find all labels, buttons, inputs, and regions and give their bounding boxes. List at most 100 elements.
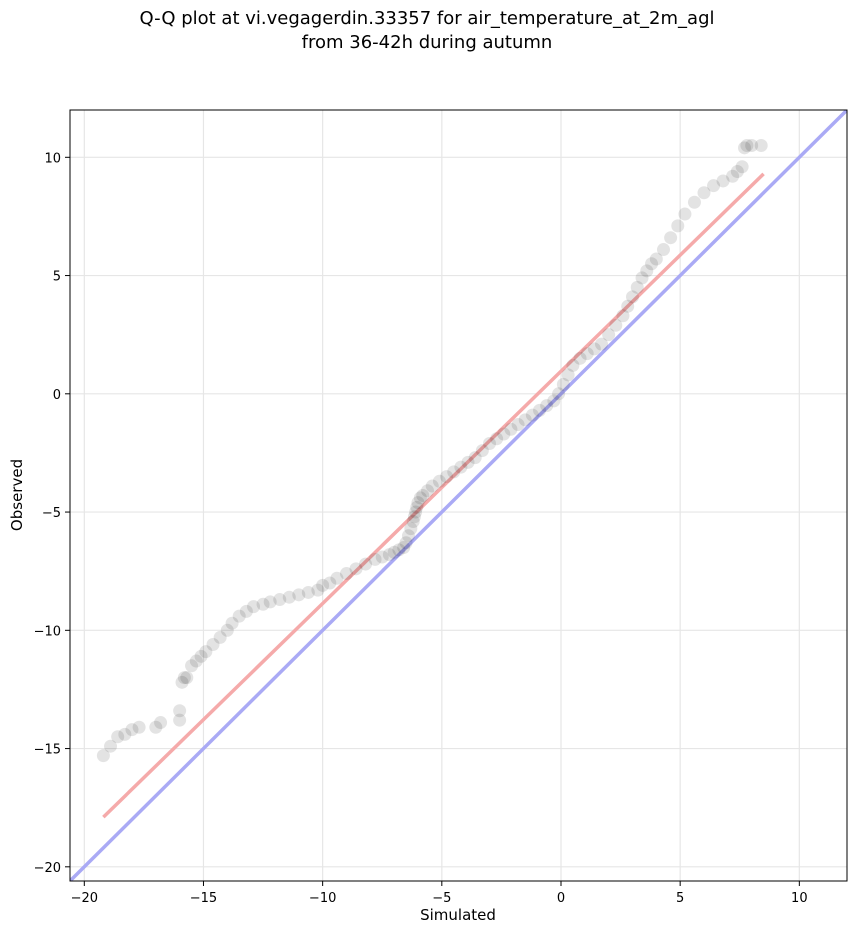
qq-point: [561, 368, 575, 382]
qq-point: [547, 394, 561, 408]
qq-point: [656, 243, 670, 257]
qq-point: [625, 290, 639, 304]
qq-point: [410, 500, 424, 514]
qq-point: [587, 342, 601, 356]
qq-point: [125, 723, 139, 737]
qq-point: [730, 164, 744, 178]
qq-point: [349, 562, 363, 576]
qq-point: [754, 138, 768, 152]
qq-point: [735, 160, 749, 174]
qq-point: [621, 299, 635, 313]
x-tick-label: 0: [557, 891, 565, 906]
qq-point: [111, 730, 125, 744]
grid: [70, 110, 847, 881]
qq-point: [104, 739, 118, 753]
qq-point: [540, 399, 554, 413]
y-axis-label: Observed: [8, 459, 26, 531]
qq-point: [392, 543, 406, 557]
qq-point: [409, 505, 423, 519]
x-tick-label: 5: [676, 891, 684, 906]
qq-point: [263, 595, 277, 609]
qq-point: [96, 749, 110, 763]
qq-point: [518, 413, 532, 427]
x-tick-label: −5: [432, 891, 451, 906]
y-tick-label: −20: [34, 861, 61, 876]
qq-point: [482, 436, 496, 450]
qq-point: [640, 264, 654, 278]
x-tick-label: −15: [190, 891, 217, 906]
qq-point: [609, 318, 623, 332]
qq-point: [645, 257, 659, 271]
qq-point: [411, 496, 425, 510]
qq-point: [475, 444, 489, 458]
x-tick-label: 10: [791, 891, 808, 906]
y-tick-label: 10: [44, 151, 61, 166]
y-tick-label: 0: [53, 388, 61, 403]
qq-point: [490, 432, 504, 446]
qq-point: [416, 489, 430, 502]
qq-point: [580, 347, 594, 361]
qq-point: [401, 529, 415, 543]
qq-point: [716, 174, 730, 188]
qq-point: [292, 588, 306, 602]
qq-point: [616, 309, 630, 323]
qq-point: [678, 207, 692, 221]
qq-point: [425, 479, 439, 493]
qq-point: [556, 377, 570, 391]
qq-point: [468, 451, 482, 465]
qq-point: [118, 727, 132, 741]
qq-point: [447, 465, 461, 479]
chart-title-line1: Q-Q plot at vi.vegagerdin.33357 for air_…: [139, 8, 715, 29]
y-tick-label: 5: [53, 270, 61, 285]
qq-point: [738, 141, 752, 155]
qq-point: [635, 271, 649, 285]
qq-point: [206, 637, 220, 651]
qq-point: [740, 138, 754, 152]
qq-point: [387, 545, 401, 559]
qq-point: [421, 484, 435, 498]
qq-point: [630, 280, 644, 294]
qq-point: [552, 387, 566, 401]
qq-point: [497, 427, 511, 441]
qq-point: [301, 585, 315, 599]
qq-point: [595, 337, 609, 351]
qq-point: [368, 552, 382, 566]
qq-point: [239, 604, 253, 618]
qq-point: [132, 720, 146, 734]
qq-point: [330, 571, 344, 585]
qq-point: [199, 645, 213, 659]
qq-point: [189, 654, 203, 668]
qq-point: [671, 219, 685, 233]
qq-point: [154, 716, 168, 730]
qq-point: [726, 169, 740, 183]
qq-point: [339, 567, 353, 581]
qq-point: [602, 328, 616, 342]
qq-point: [664, 231, 678, 245]
qq-point: [185, 659, 199, 673]
y-tick-label: −15: [34, 743, 61, 758]
qq-point: [566, 358, 580, 372]
qq-point: [461, 455, 475, 469]
chart-title-line2: from 36-42h during autumn: [301, 32, 553, 53]
qq-point: [282, 590, 296, 604]
plot-frame: [69, 109, 848, 882]
qq-point: [220, 623, 234, 637]
qq-point: [194, 649, 208, 663]
qq-point: [440, 470, 454, 484]
qq-point: [413, 491, 427, 505]
identity-reference-line: [70, 110, 847, 881]
qq-point: [399, 536, 413, 550]
qq-point: [573, 351, 587, 365]
x-tick-label: −10: [309, 891, 336, 906]
qq-point: [504, 422, 518, 436]
qq-point: [382, 548, 396, 562]
qq-point: [149, 720, 163, 734]
qq-point: [432, 474, 446, 488]
qq-point: [525, 408, 539, 422]
qq-point: [687, 195, 701, 209]
qq-point: [375, 550, 389, 564]
qq-point: [177, 671, 191, 685]
qq-point: [697, 186, 711, 200]
qq-point: [323, 576, 337, 590]
